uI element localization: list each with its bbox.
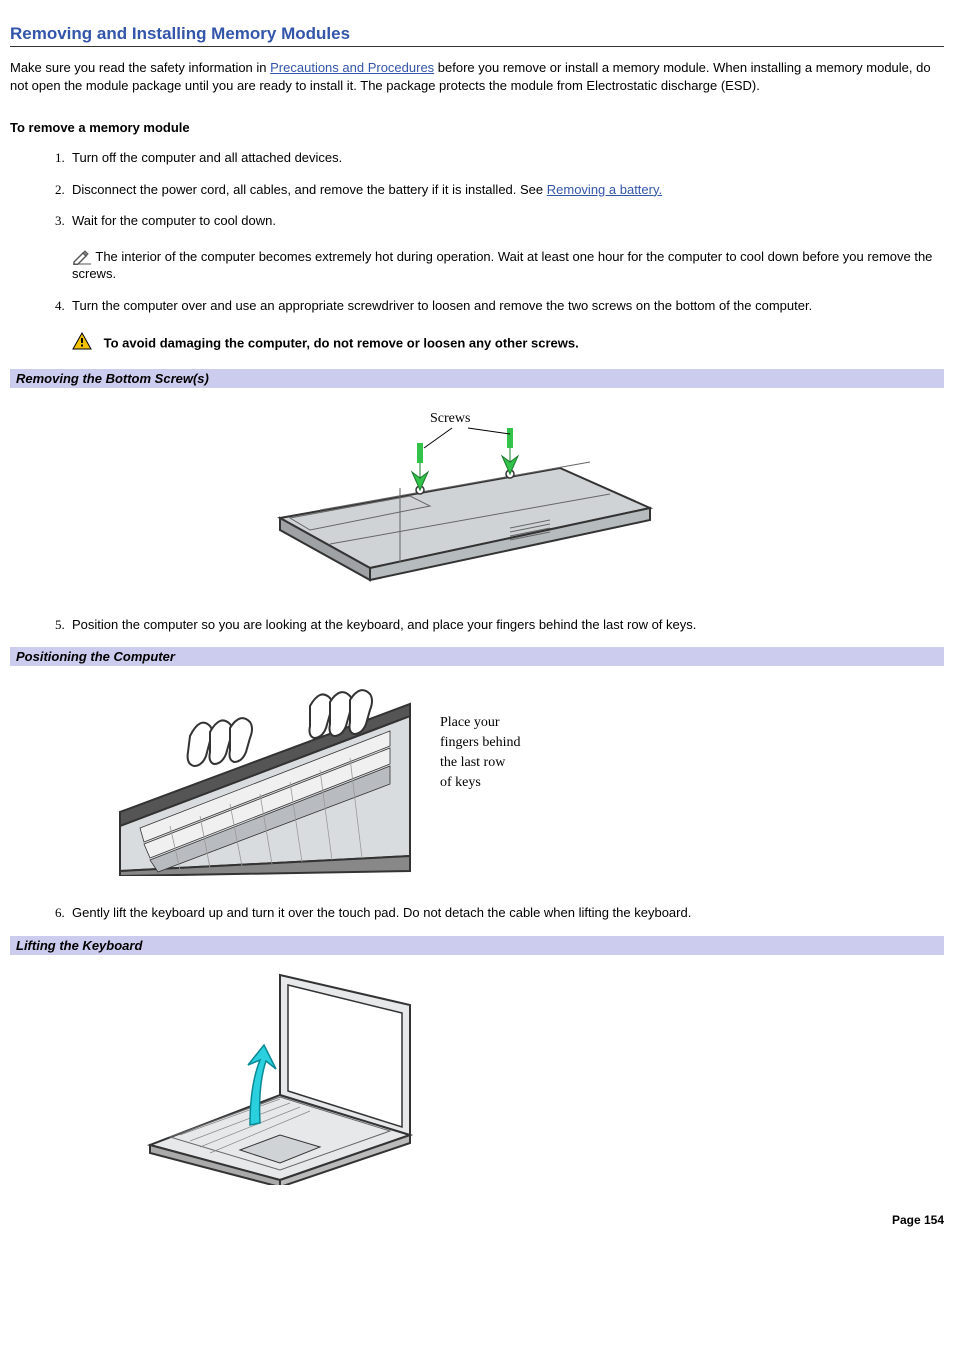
- list-item: Wait for the computer to cool down. The …: [68, 212, 944, 283]
- fingers-label-1: Place your: [440, 715, 500, 730]
- intro-pre: Make sure you read the safety informatio…: [10, 60, 270, 75]
- precautions-link[interactable]: Precautions and Procedures: [270, 60, 434, 75]
- screws-label: Screws: [430, 411, 470, 426]
- fingers-label-2: fingers behind: [440, 735, 520, 750]
- step-4: Turn the computer over and use an approp…: [72, 298, 812, 313]
- step-6: Gently lift the keyboard up and turn it …: [72, 905, 691, 920]
- warning-block: To avoid damaging the computer, do not r…: [72, 332, 944, 355]
- list-item: Gently lift the keyboard up and turn it …: [68, 904, 944, 922]
- page-title: Removing and Installing Memory Modules: [10, 24, 944, 47]
- step-2: Disconnect the power cord, all cables, a…: [72, 182, 662, 197]
- step-3: Wait for the computer to cool down.: [72, 213, 276, 228]
- subheading-remove: To remove a memory module: [10, 120, 944, 135]
- list-item: Turn off the computer and all attached d…: [68, 149, 944, 167]
- step-2-pre: Disconnect the power cord, all cables, a…: [72, 182, 547, 197]
- figure-lifting-keyboard: [130, 965, 944, 1185]
- step-3-note: The interior of the computer becomes ext…: [72, 249, 932, 282]
- pencil-note-icon: [72, 249, 92, 265]
- step-1: Turn off the computer and all attached d…: [72, 150, 342, 165]
- page-number: Page 154: [10, 1213, 944, 1227]
- fingers-label-4: of keys: [440, 775, 481, 790]
- step-5: Position the computer so you are looking…: [72, 617, 696, 632]
- intro-paragraph: Make sure you read the safety informatio…: [10, 59, 944, 94]
- note-block: The interior of the computer becomes ext…: [72, 248, 944, 283]
- list-item: Turn the computer over and use an approp…: [68, 297, 944, 355]
- figure-positioning: Place your fingers behind the last row o…: [110, 676, 944, 876]
- fingers-label-3: the last row: [440, 755, 506, 770]
- caption-bar-positioning: Positioning the Computer: [10, 647, 944, 666]
- list-item: Disconnect the power cord, all cables, a…: [68, 181, 944, 199]
- figure-bottom-screws: Screws: [210, 398, 944, 588]
- warning-triangle-icon: [72, 332, 92, 355]
- step-4-warning: To avoid damaging the computer, do not r…: [104, 336, 579, 351]
- caption-bar-screws: Removing the Bottom Screw(s): [10, 369, 944, 388]
- list-item: Position the computer so you are looking…: [68, 616, 944, 634]
- caption-bar-lifting: Lifting the Keyboard: [10, 936, 944, 955]
- removing-battery-link[interactable]: Removing a battery.: [547, 182, 662, 197]
